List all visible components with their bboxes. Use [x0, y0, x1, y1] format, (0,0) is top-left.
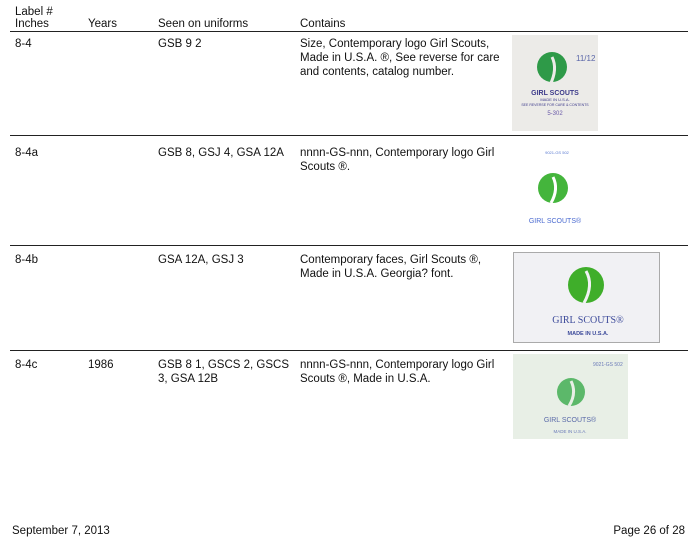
row-uniforms: GSA 12A, GSJ 3	[158, 254, 244, 266]
divider	[10, 245, 688, 246]
trefoil-logo-icon: 11/12 GIRL SCOUTS MADE IN U.S.A. SEE REV…	[521, 52, 596, 117]
svg-text:9021-GS 502: 9021-GS 502	[545, 150, 570, 155]
row-years: 1986	[88, 359, 114, 371]
row-contains: Contemporary faces, Girl Scouts ®, Made …	[300, 254, 482, 280]
svg-text:SEE REVERSE FOR CARE & CONTENT: SEE REVERSE FOR CARE & CONTENTS	[521, 103, 589, 107]
divider	[10, 135, 688, 136]
svg-text:GIRL SCOUTS®: GIRL SCOUTS®	[552, 315, 624, 326]
trefoil-logo-icon: GIRL SCOUTS® MADE IN U.S.A.	[552, 267, 624, 337]
label-image: GIRL SCOUTS® MADE IN U.S.A.	[513, 252, 660, 343]
svg-text:GIRL SCOUTS®: GIRL SCOUTS®	[529, 217, 582, 225]
svg-text:GIRL SCOUTS: GIRL SCOUTS	[531, 90, 579, 97]
trefoil-logo-icon: 9021-GS 502 GIRL SCOUTS® MADE IN U.S.A.	[544, 362, 623, 434]
header-inches: Inches	[15, 18, 49, 30]
svg-text:MADE IN U.S.A.: MADE IN U.S.A.	[540, 97, 569, 102]
row-uniforms: GSB 8, GSJ 4, GSA 12A	[158, 147, 284, 159]
label-image: 11/12 GIRL SCOUTS MADE IN U.S.A. SEE REV…	[512, 35, 598, 131]
row-uniforms: GSB 9 2	[158, 38, 202, 50]
svg-text:MADE IN U.S.A.: MADE IN U.S.A.	[553, 429, 586, 434]
divider	[10, 31, 688, 32]
row-contains: Size, Contemporary logo Girl Scouts, Mad…	[300, 38, 500, 78]
svg-text:11/12: 11/12	[576, 54, 596, 63]
header-contains: Contains	[300, 18, 346, 30]
row-contains: nnnn-GS-nnn, Contemporary logo Girl Scou…	[300, 359, 495, 385]
svg-text:5-302: 5-302	[547, 111, 563, 117]
footer-page-number: Page 26 of 28	[613, 525, 685, 537]
divider	[10, 350, 688, 351]
row-contains: nnnn-GS-nnn, Contemporary logo Girl Scou…	[300, 147, 495, 173]
row-label: 8-4c	[15, 359, 38, 371]
footer-date: September 7, 2013	[12, 525, 110, 537]
svg-text:9021-GS 502: 9021-GS 502	[593, 362, 623, 368]
header-uniforms: Seen on uniforms	[158, 18, 249, 30]
row-label: 8-4	[15, 38, 32, 50]
svg-text:MADE IN U.S.A.: MADE IN U.S.A.	[568, 331, 609, 337]
label-image: 9021-GS 502 GIRL SCOUTS®	[515, 146, 595, 230]
row-label: 8-4b	[15, 254, 39, 266]
svg-text:GIRL SCOUTS®: GIRL SCOUTS®	[544, 416, 597, 424]
header-label-line1: Label #	[15, 6, 53, 18]
row-label: 8-4a	[15, 147, 39, 159]
row-uniforms: GSB 8 1, GSCS 2, GSCS 3, GSA 12B	[158, 359, 290, 385]
label-image: 9021-GS 502 GIRL SCOUTS® MADE IN U.S.A.	[513, 354, 628, 439]
trefoil-logo-icon: 9021-GS 502 GIRL SCOUTS®	[529, 150, 582, 225]
header-years: Years	[88, 18, 117, 30]
